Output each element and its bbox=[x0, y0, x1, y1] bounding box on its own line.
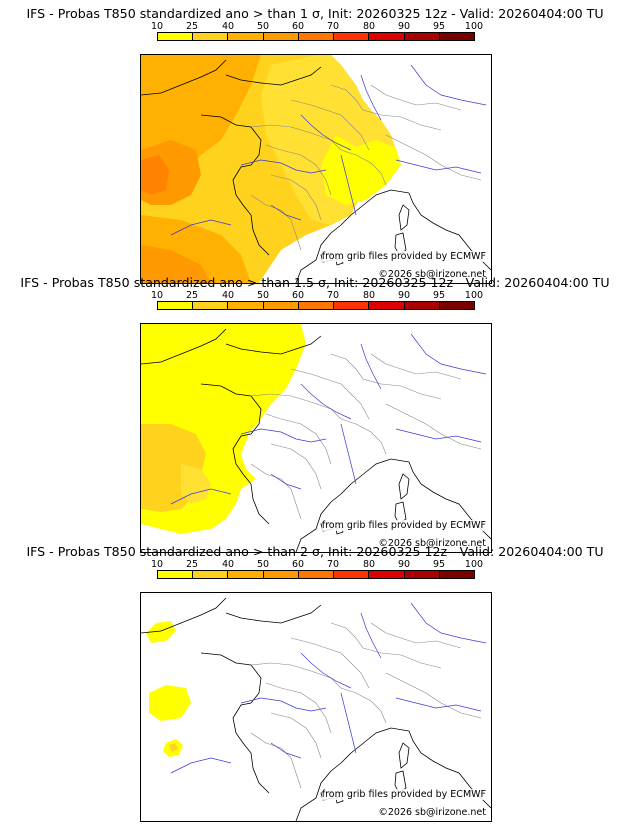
legend-swatch bbox=[158, 33, 194, 40]
legend-tick: 70 bbox=[326, 290, 340, 301]
rivers bbox=[170, 64, 487, 236]
legend-swatch bbox=[404, 571, 440, 578]
forecast-panel-1sigma: IFS - Probas T850 standardized ano > tha… bbox=[0, 6, 630, 284]
map-canvas bbox=[141, 55, 491, 283]
legend-swatch bbox=[263, 33, 299, 40]
legend-tick: 25 bbox=[185, 290, 199, 301]
legend-tick: 100 bbox=[464, 559, 484, 570]
rivers bbox=[170, 602, 487, 774]
probability-shading bbox=[141, 55, 401, 283]
legend-tick: 90 bbox=[397, 21, 411, 32]
legend-tick: 60 bbox=[291, 290, 305, 301]
legend-swatch bbox=[298, 571, 335, 578]
panel-title: IFS - Probas T850 standardized ano > tha… bbox=[26, 544, 604, 559]
legend-tick: 10 bbox=[150, 559, 164, 570]
copyright-notice: ©2026 sb@irizone.net bbox=[378, 807, 486, 818]
legend-tick: 40 bbox=[221, 21, 235, 32]
legend-swatch bbox=[263, 571, 299, 578]
legend-swatch bbox=[228, 302, 264, 309]
legend-swatch bbox=[369, 571, 405, 578]
legend-tick: 80 bbox=[362, 290, 376, 301]
legend-swatch bbox=[298, 33, 335, 40]
legend-swatch bbox=[369, 302, 405, 309]
probability-legend: 10 25 40 50 60 70 80 90 95 100 bbox=[143, 559, 483, 581]
legend-tick: 80 bbox=[362, 559, 376, 570]
legend-tick: 70 bbox=[326, 21, 340, 32]
legend-tick: 40 bbox=[221, 559, 235, 570]
legend-tick: 100 bbox=[464, 21, 484, 32]
legend-color-bar bbox=[157, 301, 475, 310]
legend-swatch bbox=[439, 571, 474, 578]
legend-swatch bbox=[439, 33, 474, 40]
probability-map: from grib files provided by ECMWF ©2026 … bbox=[140, 323, 492, 553]
legend-tick: 50 bbox=[256, 559, 270, 570]
legend-tick: 10 bbox=[150, 290, 164, 301]
data-source-credit: from grib files provided by ECMWF bbox=[321, 251, 486, 262]
legend-swatch bbox=[193, 33, 229, 40]
legend-swatch bbox=[193, 571, 229, 578]
forecast-panel-2sigma: IFS - Probas T850 standardized ano > tha… bbox=[0, 544, 630, 822]
legend-tick: 40 bbox=[221, 290, 235, 301]
legend-tick: 70 bbox=[326, 559, 340, 570]
data-source-credit: from grib files provided by ECMWF bbox=[321, 789, 486, 800]
probability-legend: 10 25 40 50 60 70 80 90 95 100 bbox=[143, 290, 483, 312]
probability-shading bbox=[146, 621, 191, 757]
legend-swatch bbox=[334, 33, 370, 40]
legend-swatch bbox=[369, 33, 405, 40]
legend-swatch bbox=[158, 302, 194, 309]
legend-tick: 10 bbox=[150, 21, 164, 32]
borders bbox=[250, 84, 482, 251]
legend-swatch bbox=[228, 571, 264, 578]
legend-swatch bbox=[263, 302, 299, 309]
legend-tick: 100 bbox=[464, 290, 484, 301]
legend-tick: 95 bbox=[432, 559, 446, 570]
forecast-panel-1-5sigma: IFS - Probas T850 standardized ano > tha… bbox=[0, 275, 630, 553]
legend-tick: 90 bbox=[397, 559, 411, 570]
data-source-credit: from grib files provided by ECMWF bbox=[321, 520, 486, 531]
coastlines bbox=[141, 59, 491, 283]
legend-color-bar bbox=[157, 570, 475, 579]
legend-swatch bbox=[334, 302, 370, 309]
legend-tick: 25 bbox=[185, 559, 199, 570]
map-canvas bbox=[141, 324, 491, 552]
legend-swatch bbox=[404, 33, 440, 40]
legend-swatch bbox=[158, 571, 194, 578]
legend-swatch bbox=[334, 571, 370, 578]
legend-tick: 25 bbox=[185, 21, 199, 32]
legend-tick: 90 bbox=[397, 290, 411, 301]
legend-tick: 50 bbox=[256, 21, 270, 32]
probability-legend: 10 25 40 50 60 70 80 90 95 100 bbox=[143, 21, 483, 43]
legend-swatch bbox=[298, 302, 335, 309]
probability-map: from grib files provided by ECMWF ©2026 … bbox=[140, 54, 492, 284]
legend-tick: 60 bbox=[291, 559, 305, 570]
legend-tick: 95 bbox=[432, 290, 446, 301]
legend-swatch bbox=[439, 302, 474, 309]
panel-title: IFS - Probas T850 standardized ano > tha… bbox=[20, 275, 610, 290]
map-canvas bbox=[141, 597, 491, 821]
borders bbox=[250, 622, 482, 789]
legend-color-bar bbox=[157, 32, 475, 41]
legend-tick: 80 bbox=[362, 21, 376, 32]
rivers bbox=[170, 333, 487, 505]
legend-tick: 95 bbox=[432, 21, 446, 32]
legend-tick: 60 bbox=[291, 21, 305, 32]
legend-tick: 50 bbox=[256, 290, 270, 301]
probability-shading bbox=[141, 324, 306, 534]
copyright-notice: ©2026 sb@irizone.net bbox=[378, 269, 486, 280]
legend-swatch bbox=[404, 302, 440, 309]
legend-swatch bbox=[193, 302, 229, 309]
panel-title: IFS - Probas T850 standardized ano > tha… bbox=[26, 6, 604, 21]
probability-map: from grib files provided by ECMWF ©2026 … bbox=[140, 592, 492, 822]
copyright-notice: ©2026 sb@irizone.net bbox=[378, 538, 486, 549]
legend-swatch bbox=[228, 33, 264, 40]
